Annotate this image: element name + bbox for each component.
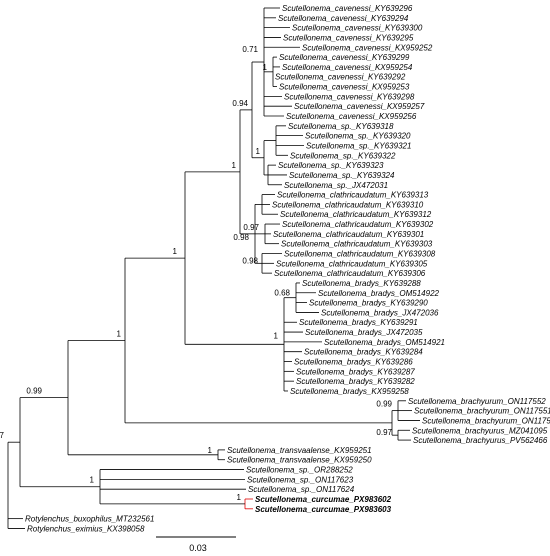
support-value: 1 (117, 329, 122, 338)
taxon-label: Scutellonema_brachyurum_ON117550 (422, 416, 550, 425)
taxon-label: Scutellonema_sp._KY639322 (290, 151, 396, 160)
taxon-label: Scutellonema_bradys_JX472035 (305, 328, 423, 337)
taxon-label: Scutellonema_sp._ON117623 (247, 475, 354, 484)
support-value: 0.68 (274, 289, 290, 298)
taxon-label: Scutellonema_cavenessi_KY639298 (284, 92, 415, 101)
taxon-label: Scutellonema_clathricaudatum_KY639312 (280, 210, 432, 219)
taxon-label: Scutellonema_cavenessi_KX959252 (302, 43, 433, 52)
taxon-label: Scutellonema_bradys_KY639288 (302, 279, 421, 288)
taxon-label: Scutellonema_curcumae_PX983603 (255, 505, 392, 514)
taxon-label: Scutellonema_bradys_KY639284 (304, 348, 423, 357)
taxon-label: Scutellonema_sp._KY639324 (289, 171, 395, 180)
taxon-label: Scutellonema_cavenessi_KX959253 (279, 83, 410, 92)
support-value: 1 (263, 63, 268, 72)
taxon-label: Scutellonema_cavenessi_KY639299 (279, 53, 410, 62)
taxon-label: Scutellonema_bradys_KY639291 (299, 318, 418, 327)
support-value: 0.94 (232, 99, 248, 108)
taxon-label: Scutellonema_cavenessi_KX959254 (282, 63, 413, 72)
taxon-label: Scutellonema_clathricaudatum_KY639308 (284, 250, 436, 259)
support-value: 1 (237, 493, 242, 502)
taxon-label: Scutellonema_clathricaudatum_KY639303 (281, 240, 433, 249)
taxon-label: Scutellonema_bradys_KY639282 (296, 377, 415, 386)
taxon-label: Scutellonema_sp._KY639320 (305, 132, 411, 141)
taxon-label: Scutellonema_clathricaudatum_KY639302 (282, 220, 434, 229)
support-value: 0.97 (376, 428, 392, 437)
support-value: 1 (208, 446, 213, 455)
taxon-label: Scutellonema_clathricaudatum_KY639301 (273, 230, 424, 239)
support-values: 10.7110.940.980.970.9810.68110.990.97110… (0, 45, 393, 502)
taxon-label: Scutellonema_clathricaudatum_KY639306 (274, 269, 426, 278)
taxon-label: Scutellonema_sp._KY639321 (306, 141, 411, 150)
support-value: 0.97 (0, 431, 5, 440)
taxon-label: Scutellonema_brachyurum_ON117552 (408, 397, 546, 406)
support-value: 1 (90, 476, 95, 485)
support-value: 0.99 (376, 400, 392, 409)
taxon-label: Scutellonema_cavenessi_KX959256 (286, 112, 417, 121)
taxon-label: Scutellonema_bradys_KY639287 (296, 367, 415, 376)
taxon-label: Rotylenchus_buxophilus_MT232561 (25, 515, 154, 524)
taxon-label: Scutellonema_brachyurus_PV562466 (413, 436, 548, 445)
support-value: 0.97 (243, 223, 259, 232)
taxon-label: Scutellonema_bradys_KX959258 (290, 387, 409, 396)
scale-bar: 0.03 (156, 536, 236, 553)
taxon-label: Scutellonema_sp._JX472031 (284, 181, 388, 190)
taxon-label: Scutellonema_transvaalense_KX959251 (227, 446, 372, 455)
support-value: 1 (256, 147, 261, 156)
scale-bar-label: 0.03 (189, 543, 207, 553)
taxon-label: Scutellonema_clathricaudatum_KY639310 (272, 200, 424, 209)
taxon-label: Scutellonema_sp._KY639318 (288, 122, 394, 131)
taxon-label: Scutellonema_cavenessi_KY639300 (292, 24, 423, 33)
taxon-label: Scutellonema_clathricaudatum_KY639305 (276, 259, 428, 268)
taxon-label: Scutellonema_curcumae_PX983602 (255, 495, 392, 504)
taxon-label: Scutellonema_bradys_OM514921 (324, 338, 445, 347)
taxon-labels: Scutellonema_cavenessi_KY639296Scutellon… (25, 4, 550, 533)
taxon-label: Scutellonema_cavenessi_KX959257 (294, 102, 425, 111)
taxon-label: Scutellonema_brachyurum_ON117551 (414, 407, 550, 416)
taxon-label: Scutellonema_brachyurus_MZ041095 (412, 426, 548, 435)
taxon-label: Scutellonema_sp._OR288252 (246, 466, 353, 475)
tree-branches (7, 7, 420, 529)
taxon-label: Rotylenchus_eximius_KX398058 (27, 524, 145, 533)
taxon-label: Scutellonema_sp._KY639323 (278, 161, 384, 170)
taxon-label: Scutellonema_bradys_JX472036 (321, 308, 439, 317)
taxon-label: Scutellonema_sp._ON117624 (248, 485, 355, 494)
support-value: 1 (274, 331, 279, 340)
taxon-label: Scutellonema_cavenessi_KY639296 (282, 4, 413, 13)
taxon-label: Scutellonema_bradys_OM514922 (318, 289, 440, 298)
support-value: 1 (173, 247, 178, 256)
support-value: 0.99 (26, 387, 42, 396)
taxon-label: Scutellonema_cavenessi_KY639294 (278, 14, 409, 23)
support-value: 0.71 (242, 45, 258, 54)
taxon-label: Scutellonema_transvaalense_KX959250 (227, 456, 372, 465)
taxon-label: Scutellonema_bradys_KY639286 (294, 358, 413, 367)
taxon-label: Scutellonema_cavenessi_KY639292 (275, 73, 406, 82)
taxon-label: Scutellonema_cavenessi_KY639295 (283, 33, 414, 42)
support-value: 1 (232, 161, 237, 170)
support-value: 0.98 (242, 256, 258, 265)
taxon-label: Scutellonema_clathricaudatum_KY639313 (277, 191, 429, 200)
taxon-label: Scutellonema_bradys_KY639290 (309, 299, 428, 308)
support-value: 0.98 (233, 233, 249, 242)
